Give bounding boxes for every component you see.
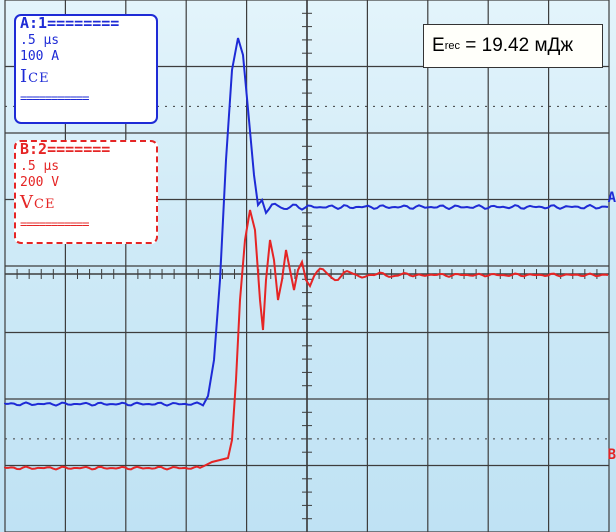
trace-ice-current [4,37,609,407]
channel-b-legend[interactable]: B:2======= .5 µs 200 V VCE =========== [14,140,158,244]
channel-a-legend[interactable]: A:1======== .5 µs 100 A ICE =========== [14,14,158,124]
energy-value: = 19.42 мДж [465,35,574,56]
channel-a-footer: =========== [20,92,89,102]
graticule-axes [4,0,609,532]
channel-b-footer: =========== [20,218,89,228]
channel-b-scale: 200 V [20,175,60,190]
energy-subscript: rec [444,40,460,52]
channel-a-header: A:1======== [20,16,120,32]
channel-b-timebase: .5 µs [20,159,60,174]
channel-b-header: B:2======= [20,142,111,158]
trace-vce-voltage [4,209,609,471]
channel-a-signal-name: ICE [20,66,50,87]
channel-b-edge-marker: B [607,447,616,463]
channel-a-edge-marker: A [607,190,616,206]
energy-symbol: E [432,35,445,56]
channel-b-signal-name: VCE [20,192,56,213]
channel-a-timebase: .5 µs [20,33,60,48]
channel-a-scale: 100 A [20,49,60,64]
